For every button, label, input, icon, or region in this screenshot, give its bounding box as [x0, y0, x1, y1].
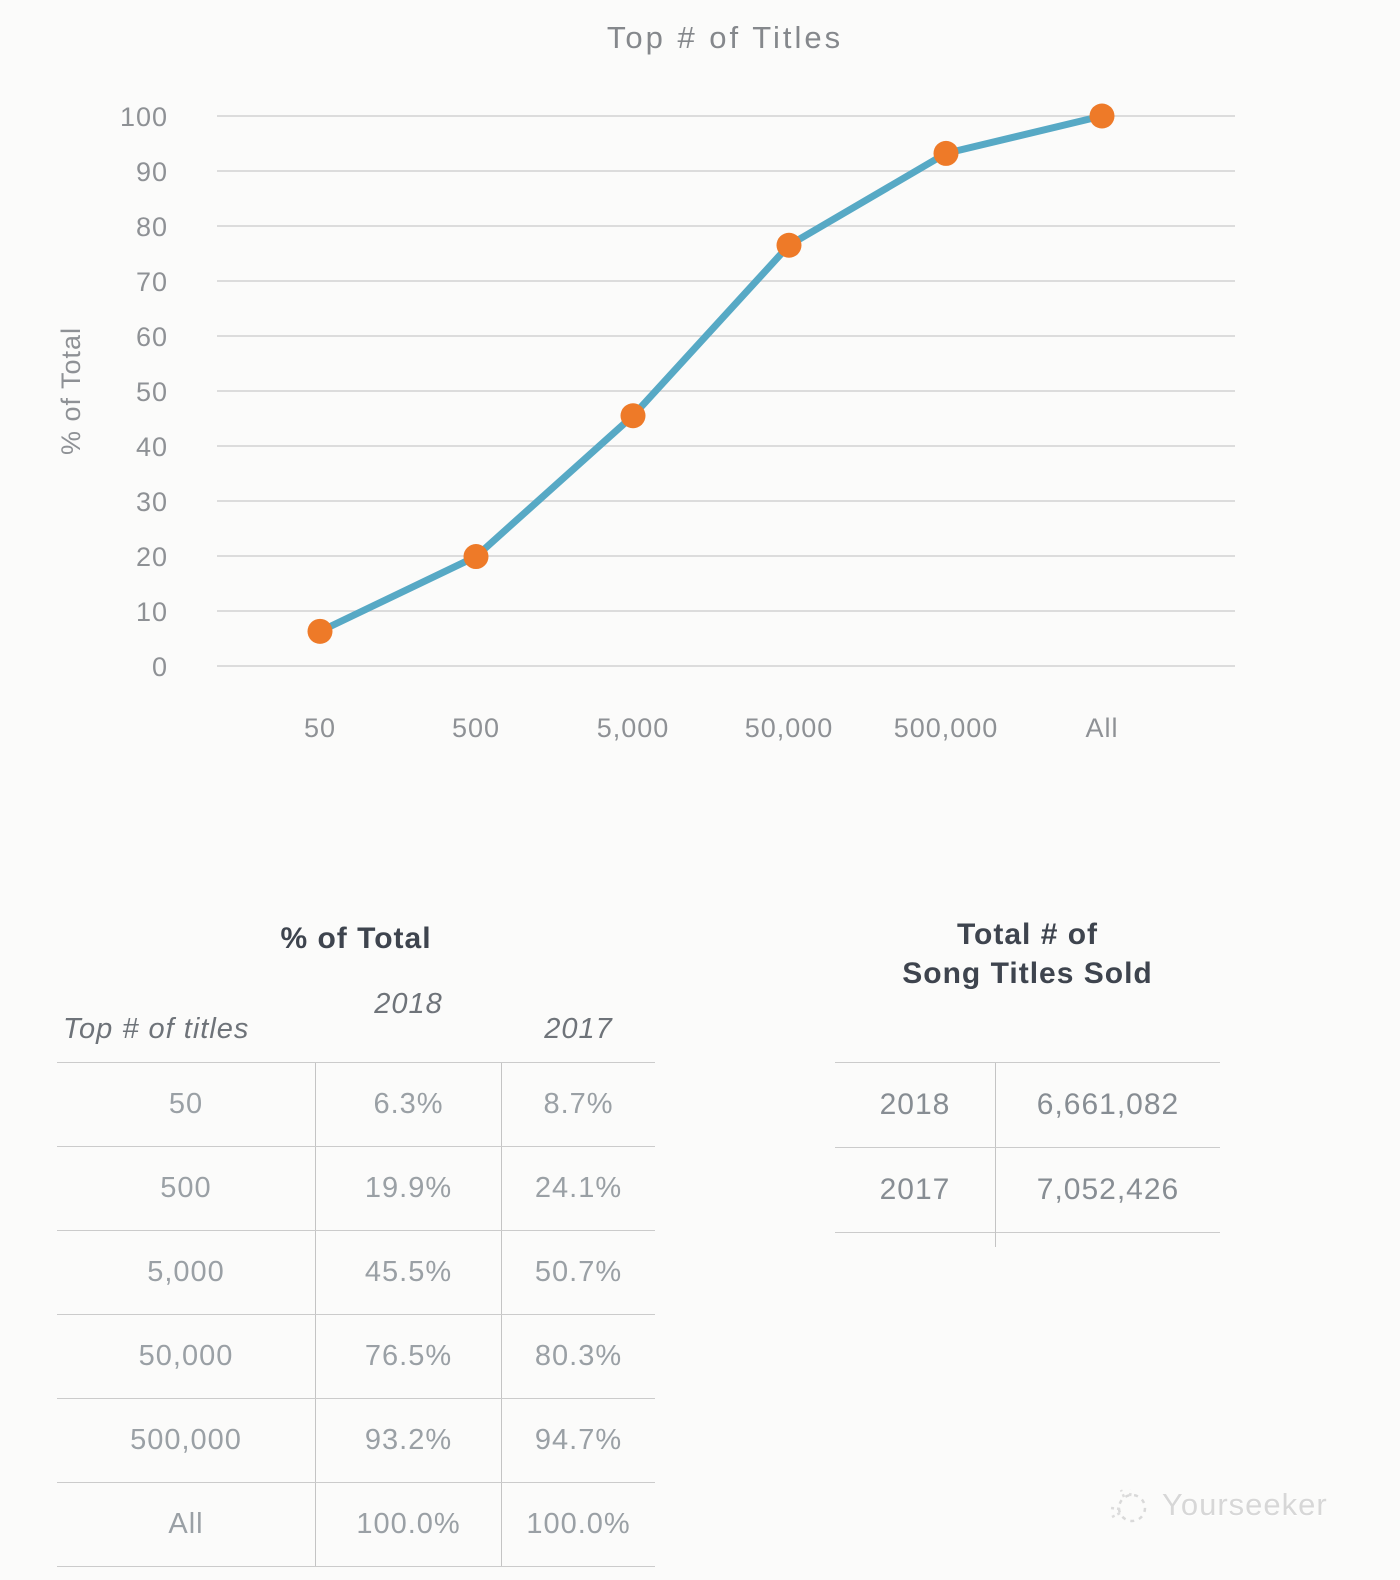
pct-table-cell: 19.9% [315, 1147, 502, 1230]
watermark-label: Yourseeker [1162, 1487, 1328, 1522]
totals-table-title: Total # of Song Titles Sold [835, 915, 1220, 993]
pct-header-2017: 2017 [544, 1013, 613, 1045]
totals-table-row: 2018 6,661,082 [835, 1062, 1220, 1147]
data-point-marker [620, 403, 646, 429]
pct-table-cell: 100.0% [315, 1483, 502, 1566]
y-tick-label: 0 [152, 652, 168, 682]
data-point-marker [307, 618, 333, 644]
x-tick-label: 50,000 [745, 713, 834, 743]
totals-table: Total # of Song Titles Sold 2018 6,661,08… [835, 915, 1220, 1247]
data-point-marker [1089, 103, 1115, 129]
pct-table-cell: 500,000 [130, 1424, 242, 1456]
pct-table-cell: 93.2% [315, 1399, 502, 1482]
y-tick-label: 30 [136, 487, 168, 517]
pct-table-cell: 100.0% [526, 1508, 631, 1540]
y-tick-label: 70 [136, 267, 168, 297]
y-tick-label: 60 [136, 322, 168, 352]
pct-of-total-table: % of Total Top # of titles 2018 2017 50 6… [57, 915, 655, 1567]
pct-table-cell: 5,000 [147, 1256, 225, 1288]
pct-header-2018: 2018 [374, 988, 443, 1020]
pct-table-cell: 50,000 [138, 1340, 234, 1372]
x-tick-label: All [1085, 713, 1118, 743]
pct-table-row: 500 19.9% 24.1% [57, 1146, 655, 1230]
pct-table-cell: 500 [160, 1172, 212, 1204]
x-tick-label: 500,000 [894, 713, 999, 743]
pct-table-cell: 50 [168, 1088, 204, 1120]
y-tick-label: 10 [136, 597, 168, 627]
pct-table-row: 5,000 45.5% 50.7% [57, 1230, 655, 1314]
pct-table-cell: 45.5% [315, 1231, 502, 1314]
pct-table-title: % of Total [280, 922, 432, 955]
y-tick-label: 90 [136, 157, 168, 187]
pct-table-row: All 100.0% 100.0% [57, 1482, 655, 1567]
y-tick-label: 50 [136, 377, 168, 407]
y-tick-label: 80 [136, 212, 168, 242]
totals-column-divider-stub [995, 1231, 996, 1247]
totals-table-row: 2017 7,052,426 [835, 1147, 1220, 1233]
totals-year-cell: 2017 [879, 1173, 951, 1206]
totals-table-body: 2018 6,661,082 2017 7,052,426 [835, 1062, 1220, 1233]
pct-table-cell: 80.3% [534, 1340, 623, 1372]
x-tick-label: 5,000 [597, 713, 670, 743]
y-tick-label: 20 [136, 542, 168, 572]
totals-title-line1: Total # of [956, 918, 1099, 951]
pct-table-row: 500,000 93.2% 94.7% [57, 1398, 655, 1482]
data-point-marker [776, 232, 802, 258]
pct-table-cell: All [168, 1508, 204, 1540]
y-tick-label: 40 [136, 432, 168, 462]
chart-title: Top # of Titles [606, 20, 844, 55]
x-tick-label: 500 [452, 713, 500, 743]
y-axis-title: % of Total [56, 327, 86, 455]
pct-table-cell: 24.1% [534, 1172, 623, 1204]
totals-title-line2: Song Titles Sold [902, 957, 1153, 990]
watermark: Yourseeker [1108, 1483, 1328, 1527]
pct-table-cell: 6.3% [315, 1063, 502, 1146]
data-point-marker [463, 544, 489, 570]
pct-table-cell: 94.7% [534, 1424, 623, 1456]
pct-table-cell: 76.5% [315, 1315, 502, 1398]
line-chart: 0 10 20 30 40 50 60 70 80 90 100 % of Total 50 500 5,0… [56, 102, 1235, 743]
totals-value-cell: 7,052,426 [995, 1148, 1220, 1232]
totals-spacer [835, 993, 1220, 1062]
pct-table-row: 50 6.3% 8.7% [57, 1062, 655, 1146]
pct-table-body: 50 6.3% 8.7% 500 19.9% 24.1% 5,000 45.5% 50.7% 50… [57, 1062, 655, 1567]
data-point-marker [933, 140, 959, 166]
x-tick-label: 50 [304, 713, 336, 743]
totals-year-cell: 2018 [879, 1088, 951, 1121]
pct-table-cell: 50.7% [534, 1256, 623, 1288]
pct-table-header-row: Top # of titles 2018 2017 [57, 963, 655, 1062]
series-line-2018 [316, 112, 1106, 635]
pct-table-cell: 8.7% [543, 1088, 614, 1120]
totals-value-cell: 6,661,082 [995, 1063, 1220, 1147]
pct-table-row: 50,000 76.5% 80.3% [57, 1314, 655, 1398]
y-tick-label: 100 [120, 102, 168, 132]
yourseeker-logo-icon [1110, 1489, 1147, 1523]
pct-header-top-titles: Top # of titles [63, 1013, 250, 1045]
